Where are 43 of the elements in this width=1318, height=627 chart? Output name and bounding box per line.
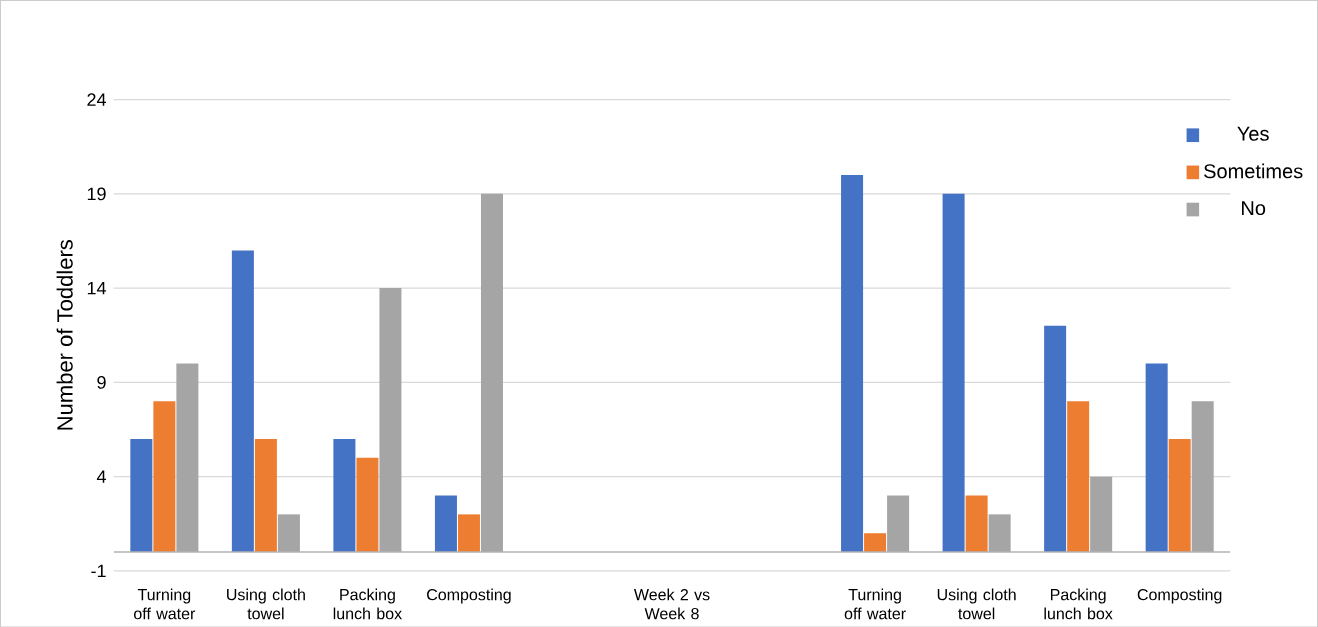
x-tick-label: Using cloth towel bbox=[227, 588, 305, 620]
x-tick-label: Packing lunch box bbox=[1044, 588, 1113, 620]
legend-label: No bbox=[1242, 200, 1266, 215]
bar bbox=[988, 514, 1011, 552]
x-tick-label: Packing lunch box bbox=[333, 588, 402, 620]
bar bbox=[333, 438, 356, 552]
y-tick-label: 14 bbox=[87, 281, 106, 295]
x-tick-label: Using cloth towel bbox=[937, 588, 1016, 620]
bar bbox=[1044, 325, 1067, 552]
bar bbox=[1067, 401, 1090, 552]
y-axis-title: Number of Toddlers bbox=[56, 239, 73, 430]
bar bbox=[887, 495, 910, 552]
x-tick-label: Turning off water bbox=[844, 588, 906, 620]
legend-label: Yes bbox=[1237, 126, 1269, 141]
bar bbox=[254, 438, 277, 552]
y-tick-label: 4 bbox=[96, 470, 106, 483]
bar bbox=[153, 401, 176, 552]
bar bbox=[457, 514, 480, 552]
y-tick-label: -1 bbox=[91, 564, 106, 577]
bar bbox=[965, 495, 988, 552]
bar bbox=[1145, 363, 1168, 552]
bar bbox=[356, 457, 379, 552]
y-tick-label: 9 bbox=[97, 375, 106, 389]
bar bbox=[1168, 438, 1191, 552]
x-tick-label: Turning off water bbox=[134, 588, 196, 620]
bar bbox=[864, 532, 887, 552]
bar bbox=[176, 363, 199, 552]
y-tick-label: 24 bbox=[87, 93, 106, 106]
legend-label: Sometimes bbox=[1204, 163, 1303, 179]
bar bbox=[942, 193, 965, 552]
bar bbox=[480, 193, 503, 552]
bar bbox=[434, 495, 457, 552]
bar bbox=[1191, 401, 1214, 552]
x-tick-label: Composting bbox=[1137, 588, 1222, 604]
bar bbox=[277, 514, 300, 552]
x-tick-label: Week 2 vs Week 8 bbox=[633, 588, 710, 620]
y-tick-label: 19 bbox=[87, 187, 106, 200]
bar bbox=[130, 438, 153, 552]
bar bbox=[231, 250, 254, 552]
bar bbox=[841, 174, 864, 552]
bar bbox=[1090, 476, 1113, 552]
bar bbox=[379, 287, 402, 552]
x-tick-label: Composting bbox=[427, 588, 511, 604]
